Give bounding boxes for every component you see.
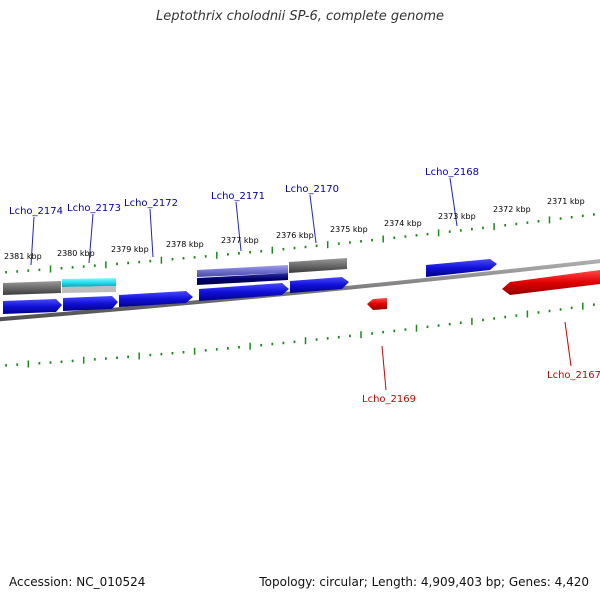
leader-lcho-2167 <box>564 321 572 367</box>
tick-label-2372: 2372 kbp <box>493 205 531 214</box>
leader-lcho-2172 <box>149 208 154 258</box>
gene-arrow-lcho-2172 <box>119 291 193 307</box>
gene-labels: Lcho_2174 Lcho_2173 Lcho_2172 Lcho_2171 … <box>9 167 600 405</box>
gene-arrow-lcho-2171 <box>199 283 289 301</box>
leader-lcho-2174 <box>30 216 35 266</box>
gene-arrow-lcho-2170 <box>290 277 349 293</box>
tick-label-2375: 2375 kbp <box>330 225 368 234</box>
label-lcho-2172: Lcho_2172 <box>124 198 178 209</box>
label-leaders <box>30 177 572 391</box>
leader-lcho-2169 <box>381 345 387 391</box>
map-title: Leptothrix cholodnii SP-6, complete geno… <box>156 9 444 24</box>
tick-label-2381: 2381 kbp <box>4 252 42 261</box>
gene-feature-lavender <box>197 265 288 277</box>
forward-track-outer <box>3 258 497 295</box>
gene-arrow-lcho-2174 <box>3 299 62 314</box>
gene-feature-pseudo <box>3 281 61 295</box>
genome-backbone <box>0 259 600 322</box>
label-lcho-2167: Lcho_2167 <box>547 370 600 381</box>
accession-text: Accession: NC_010524 <box>9 575 146 589</box>
forward-track-inner <box>3 277 349 314</box>
gene-arrow-lcho-2173 <box>63 296 118 311</box>
genome-summary-text: Topology: circular; Length: 4,909,403 bp… <box>259 575 589 589</box>
label-lcho-2174: Lcho_2174 <box>9 206 63 217</box>
gene-feature-navy <box>197 273 288 285</box>
gene-feature-pseudo-2 <box>289 258 347 273</box>
label-lcho-2173: Lcho_2173 <box>67 203 121 214</box>
leader-lcho-2171 <box>235 201 242 252</box>
leader-lcho-2173 <box>88 213 94 264</box>
gene-arrow-lcho-2168 <box>426 259 497 277</box>
tick-label-2377: 2377 kbp <box>221 236 259 245</box>
tick-label-2376: 2376 kbp <box>276 231 314 240</box>
tick-label-2374: 2374 kbp <box>384 219 422 228</box>
label-lcho-2168: Lcho_2168 <box>425 167 479 178</box>
ruler-tick-labels: 2381 kbp 2380 kbp 2379 kbp 2378 kbp 2377… <box>4 197 585 261</box>
tick-label-2371: 2371 kbp <box>547 197 585 206</box>
tick-label-2379: 2379 kbp <box>111 245 149 254</box>
gene-feature-silver <box>62 286 116 293</box>
gene-arrow-lcho-2167 <box>502 270 600 295</box>
label-lcho-2170: Lcho_2170 <box>285 184 339 195</box>
gene-arrow-lcho-2169 <box>367 298 387 310</box>
upper-ruler <box>5 213 595 274</box>
leader-lcho-2168 <box>449 177 458 227</box>
tick-label-2378: 2378 kbp <box>166 240 204 249</box>
tick-label-2380: 2380 kbp <box>57 249 95 258</box>
label-lcho-2169: Lcho_2169 <box>362 394 416 405</box>
reverse-track <box>367 270 600 310</box>
gene-feature-cyan <box>62 278 116 287</box>
tick-label-2373: 2373 kbp <box>438 212 476 221</box>
leader-lcho-2170 <box>309 194 317 244</box>
label-lcho-2171: Lcho_2171 <box>211 191 265 202</box>
lower-ruler <box>5 302 595 368</box>
